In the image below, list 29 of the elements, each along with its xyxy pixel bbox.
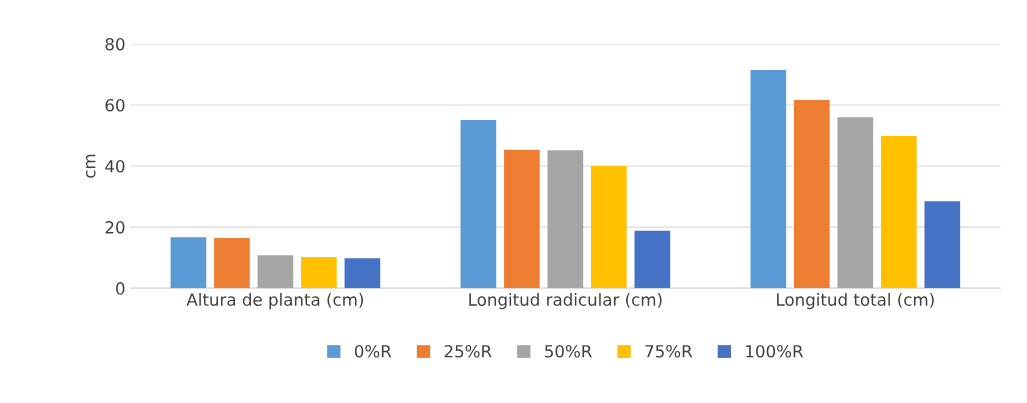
legend-label: 100%R — [746, 344, 804, 358]
y-tick-label: 80 — [105, 37, 125, 51]
bar — [591, 166, 627, 289]
bar — [170, 237, 207, 289]
x-tick-label: Altura de planta (cm) — [186, 293, 364, 310]
bar — [750, 69, 787, 289]
bar — [460, 119, 497, 289]
bar — [344, 258, 381, 289]
bar — [880, 136, 917, 289]
legend-label: 50%R — [545, 344, 592, 358]
bar — [504, 149, 540, 289]
bar — [837, 117, 874, 289]
legend-label: 25%R — [444, 344, 492, 358]
bar — [924, 201, 961, 289]
bar — [257, 255, 294, 289]
y-tick-label: 0 — [116, 282, 125, 295]
legend-label: 75%R — [645, 344, 693, 358]
x-tick-label: Longitud radicular (cm) — [469, 293, 662, 310]
bar — [214, 238, 250, 289]
bar — [793, 100, 830, 289]
y-tick-label: 40 — [105, 160, 125, 173]
y-tick-label: 60 — [105, 98, 125, 112]
x-tick-label: Longitud total (cm) — [777, 293, 934, 310]
bar — [301, 257, 337, 289]
bar — [634, 230, 671, 289]
y-axis-title: cm — [86, 154, 96, 178]
bar — [547, 150, 584, 289]
legend-label: 0%R — [354, 344, 392, 358]
y-tick-label: 20 — [105, 221, 125, 234]
